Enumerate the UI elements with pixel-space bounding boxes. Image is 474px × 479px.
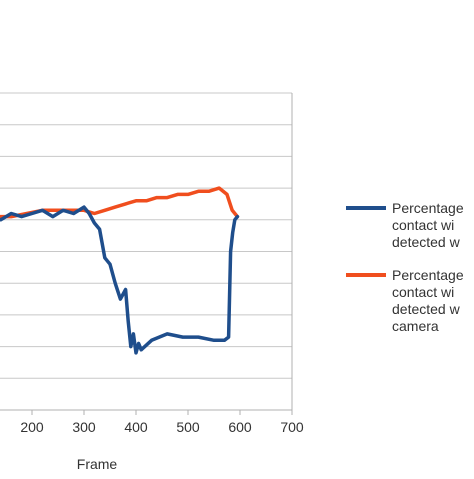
- x-tick-label: 200: [20, 419, 44, 435]
- x-axis-title: Frame: [77, 456, 118, 472]
- legend-label-2: contact wi: [392, 284, 454, 300]
- x-tick-label: 300: [72, 419, 96, 435]
- legend-label-1: Percentage: [392, 200, 464, 216]
- legend-label-2: detected w: [392, 301, 461, 317]
- series-lines: [0, 186, 240, 355]
- grid: [0, 92, 292, 411]
- legend-label-1: detected w: [392, 234, 461, 250]
- x-tick-label: 600: [228, 419, 252, 435]
- series-line-1: [0, 205, 240, 355]
- x-tick-label: 400: [124, 419, 148, 435]
- legend-label-2: Percentage: [392, 267, 464, 283]
- x-tick-labels: 200 300 400 500 600 700: [20, 410, 304, 435]
- legend-label-1: contact wi: [392, 217, 454, 233]
- plot-frame: [0, 93, 293, 411]
- x-tick-label: 700: [280, 419, 304, 435]
- series-line-2: [0, 186, 240, 219]
- x-tick-label: 500: [176, 419, 200, 435]
- legend-label-2: camera: [392, 318, 439, 334]
